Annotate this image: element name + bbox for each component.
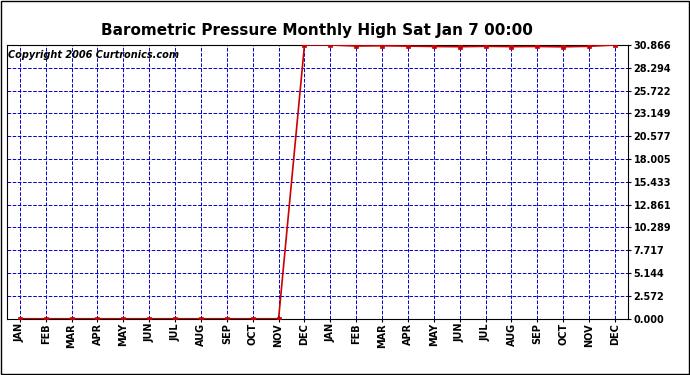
Text: Barometric Pressure Monthly High Sat Jan 7 00:00: Barometric Pressure Monthly High Sat Jan… — [101, 22, 533, 38]
Text: Copyright 2006 Curtronics.com: Copyright 2006 Curtronics.com — [8, 51, 179, 60]
